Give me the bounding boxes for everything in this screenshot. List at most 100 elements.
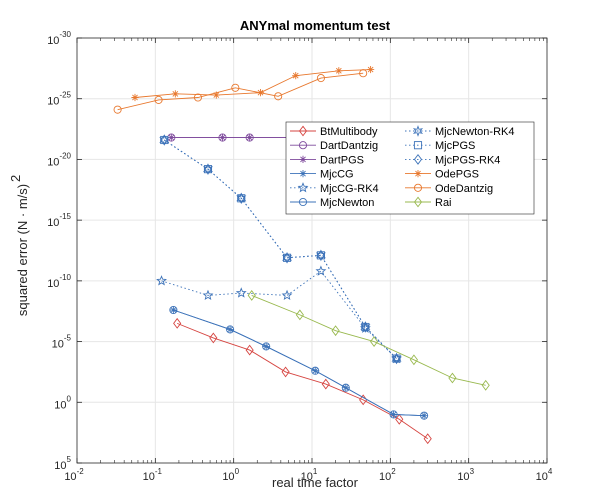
legend-marker <box>413 141 423 150</box>
data-point <box>292 72 300 80</box>
y-tick-base: 10 <box>47 96 59 108</box>
y-tick-base: 10 <box>54 460 66 472</box>
y-tick-label: 10-25 <box>47 91 71 108</box>
legend-marker <box>297 182 309 193</box>
x-tick-label: 103 <box>457 467 474 483</box>
y-tick-label: 10-30 <box>47 30 71 47</box>
legend-item: BtMultibody <box>290 125 378 138</box>
legend-label: MjcCG <box>320 169 354 181</box>
legend-item: OdePGS <box>405 169 479 181</box>
series-odedantzig <box>113 69 368 114</box>
y-tick-label: 10-10 <box>47 273 71 290</box>
legend-marker <box>413 183 423 192</box>
y-tick-base: 10 <box>47 278 59 290</box>
data-point <box>321 378 330 390</box>
legend-marker <box>298 197 308 207</box>
data-point <box>359 69 368 78</box>
x-tick-label: 100 <box>222 467 239 483</box>
data-point <box>282 252 292 264</box>
series-line <box>161 270 397 359</box>
data-point <box>247 289 256 301</box>
y-tick-exponent: -15 <box>59 212 71 221</box>
x-tick-exponent: 0 <box>235 467 240 476</box>
data-point <box>389 410 398 419</box>
legend-item: MjcPGS-RK4 <box>405 153 500 166</box>
y-tick-label: 10-20 <box>47 151 71 168</box>
data-point <box>202 289 214 301</box>
data-point <box>262 342 271 351</box>
data-point <box>315 265 327 276</box>
data-point <box>395 413 404 425</box>
data-point <box>316 74 325 83</box>
legend-marker <box>299 170 307 178</box>
legend-label: MjcNewton-RK4 <box>435 126 514 138</box>
data-point <box>171 90 179 98</box>
y-axis-label-exponent: 2 <box>8 175 23 182</box>
y-tick-base: 10 <box>47 217 59 229</box>
data-point <box>423 433 432 445</box>
legend-item: MjcPGS <box>405 140 475 152</box>
legend-marker <box>414 170 422 178</box>
x-tick-exponent: 2 <box>391 467 396 476</box>
legend-label: OdeDantzig <box>435 183 493 195</box>
data-point <box>209 332 218 344</box>
data-point <box>237 192 246 204</box>
data-point <box>173 317 182 329</box>
y-axis-label: squared error (N · m/s) <box>15 184 30 316</box>
legend-label: MjcNewton <box>320 197 374 209</box>
chart-title: ANYmal momentum test <box>240 18 391 33</box>
y-tick-exponent: -5 <box>64 334 72 343</box>
data-point <box>226 325 235 334</box>
data-point <box>369 336 379 348</box>
x-tick-base: 10 <box>143 471 155 483</box>
x-tick-exponent: 1 <box>313 467 318 476</box>
legend-marker <box>413 153 423 165</box>
y-tick-label: 10-15 <box>47 212 71 229</box>
legend-marker <box>298 141 308 150</box>
y-tick-label: 100 <box>54 394 71 411</box>
data-point <box>409 354 418 366</box>
data-point <box>311 366 320 375</box>
legend-item: MjcNewton <box>290 197 374 209</box>
data-point <box>160 134 169 146</box>
legend-item: Rai <box>405 196 452 209</box>
y-axis-label-group: squared error (N · m/s) 2 <box>8 175 30 316</box>
x-tick-label: 104 <box>536 467 553 483</box>
legend-label: DartPGS <box>320 154 364 166</box>
series-rai <box>247 289 490 391</box>
legend-label: MjcPGS-RK4 <box>435 154 500 166</box>
data-point <box>131 93 139 102</box>
y-tick-exponent: -10 <box>59 273 71 282</box>
legend-label: MjcCG-RK4 <box>320 183 379 195</box>
y-tick-exponent: -25 <box>59 91 71 100</box>
x-tick-base: 10 <box>301 471 313 483</box>
data-point <box>281 289 293 301</box>
data-point <box>316 249 325 261</box>
x-tick-exponent: -2 <box>77 467 85 476</box>
data-point <box>341 383 350 392</box>
data-point <box>235 287 247 298</box>
data-point <box>169 306 177 314</box>
data-point <box>193 93 203 102</box>
legend-marker <box>299 155 307 163</box>
x-tick-base: 10 <box>457 471 469 483</box>
data-point <box>246 133 254 142</box>
legend-item: MjcCG-RK4 <box>290 182 379 195</box>
data-point <box>203 163 213 175</box>
series-mjcpgs-rk4 <box>160 134 401 365</box>
legend-item: DartDantzig <box>290 140 378 152</box>
data-point <box>281 366 290 378</box>
data-point <box>212 91 220 99</box>
y-tick-exponent: 0 <box>67 394 72 403</box>
x-tick-base: 10 <box>379 471 391 483</box>
legend-box <box>285 121 535 215</box>
y-tick-base: 10 <box>47 156 59 168</box>
y-tick-base: 10 <box>52 339 64 351</box>
x-tick-label: 102 <box>379 467 396 483</box>
x-tick-exponent: 4 <box>548 467 553 476</box>
x-tick-base: 10 <box>64 471 76 483</box>
legend-label: BtMultibody <box>320 126 378 138</box>
series-layer <box>113 65 490 445</box>
x-tick-base: 10 <box>536 471 548 483</box>
